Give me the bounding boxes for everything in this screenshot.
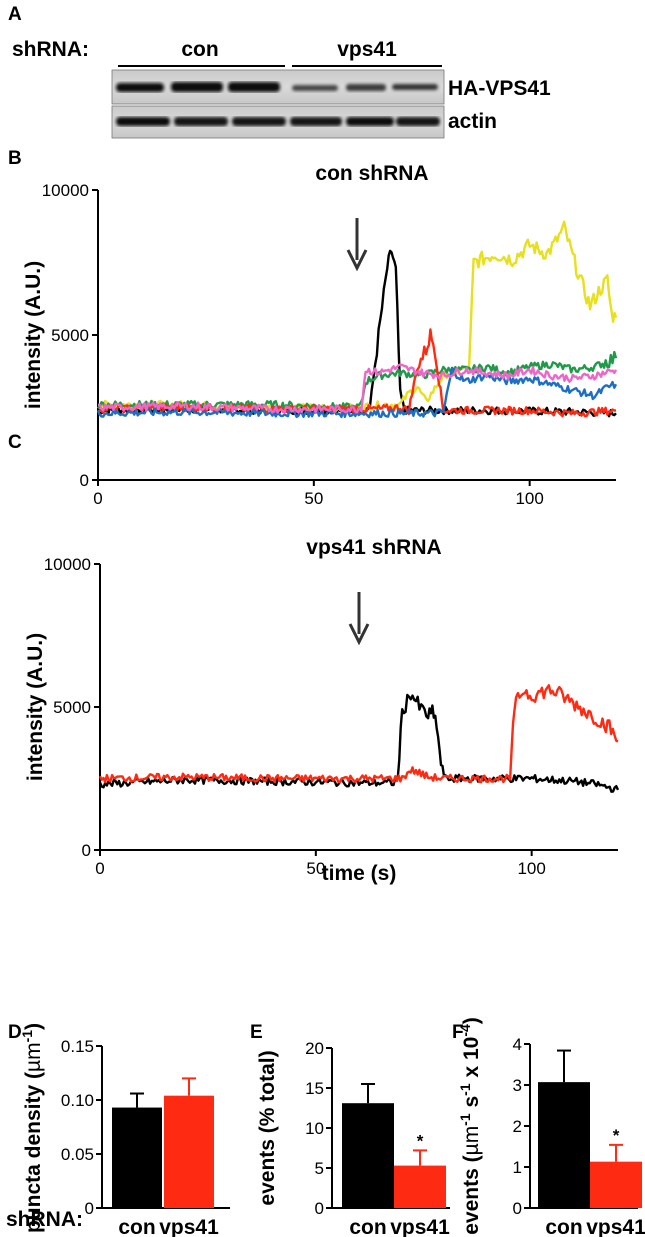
significance-mark: * <box>613 1126 620 1145</box>
category-label-con: con <box>349 1216 386 1237</box>
y-label-part: µm <box>460 1126 483 1156</box>
category-axis-prefix: shRNA: <box>6 1208 83 1231</box>
category-label-vps41: vps41 <box>586 1216 645 1237</box>
y-tick-label: 0.05 <box>61 1145 94 1164</box>
bar-con <box>112 1107 162 1208</box>
category-label-vps41: vps41 <box>390 1216 450 1237</box>
x-tick-label: 100 <box>517 859 545 878</box>
panel-b-letter: B <box>8 148 22 169</box>
bar-con <box>342 1103 394 1208</box>
x-axis-label: time (s) <box>322 862 397 885</box>
y-label-part: s <box>460 1096 483 1114</box>
y-tick-label: 20 <box>305 1039 324 1058</box>
y-label-part: events ( <box>460 1155 483 1234</box>
trace-series-5 <box>96 366 618 419</box>
y-tick-label: 0 <box>80 471 89 490</box>
blot-strip-ha-vps41 <box>111 69 445 105</box>
bar-vps41 <box>590 1161 642 1208</box>
y-label-superscript: -1 <box>19 1030 35 1043</box>
y-tick-label: 10 <box>305 1119 324 1138</box>
panel-e-letter: E <box>250 1022 263 1043</box>
y-axis-label: intensity (A.U.) <box>22 261 45 409</box>
y-tick-label: 10000 <box>44 555 91 574</box>
y-axis-label: events (% total) <box>256 1050 279 1205</box>
y-label-superscript: -4 <box>457 1024 473 1037</box>
y-tick-label: 0.10 <box>61 1091 94 1110</box>
chart-title: con shRNA <box>315 162 428 185</box>
y-tick-label: 0 <box>513 1199 522 1218</box>
y-tick-label: 0 <box>85 1199 94 1218</box>
x-tick-label: 50 <box>306 859 325 878</box>
y-tick-label: 0 <box>82 841 91 860</box>
x-tick-label: 50 <box>304 489 323 508</box>
chart-title: vps41 shRNA <box>306 536 441 559</box>
panel-f-letter: F <box>452 1022 464 1043</box>
stimulus-arrow-head <box>348 623 370 646</box>
panel-a-letter: A <box>8 4 22 25</box>
y-label-superscript: -1 <box>457 1083 473 1096</box>
x-tick-label: 0 <box>93 489 102 508</box>
bar-vps41 <box>394 1165 446 1208</box>
panel-a: A shRNA: con vps41 HA-VPS41 <box>8 4 551 139</box>
category-label-con: con <box>545 1216 582 1237</box>
y-tick-label: 15 <box>305 1079 324 1098</box>
y-tick-label: 4 <box>513 1035 522 1054</box>
y-label-part: µm <box>22 1042 45 1072</box>
category-label-con: con <box>118 1216 155 1237</box>
x-tick-label: 0 <box>95 859 104 878</box>
x-tick-label: 100 <box>515 489 543 508</box>
shrna-label: shRNA: <box>12 38 89 61</box>
bar-con <box>538 1082 590 1208</box>
trace-series-2 <box>98 684 619 784</box>
y-axis-label: intensity (A.U.) <box>24 633 47 781</box>
panel-e-chart: E 0 5 10 15 20 con * vps41 events (% total) <box>250 1022 450 1237</box>
panel-d-letter: D <box>8 1022 22 1043</box>
y-label-part: puncta density ( <box>22 1072 45 1233</box>
panel-c-letter: C <box>8 432 22 453</box>
y-tick-label: 0 <box>315 1199 324 1218</box>
y-tick-label: 1 <box>513 1158 522 1177</box>
panel-d-chart: D 0 0.05 0.10 0.15 con vps41 puncta density (µ… <box>6 1022 230 1237</box>
y-label-part: ) <box>460 1017 483 1024</box>
y-tick-label: 5 <box>315 1159 324 1178</box>
y-tick-label: 2 <box>513 1117 522 1136</box>
band-label-ha-vps41: HA-VPS41 <box>448 77 551 100</box>
bar-vps41 <box>164 1095 214 1208</box>
y-label-superscript: -1 <box>457 1113 473 1126</box>
trace-series-1 <box>98 693 620 793</box>
blot-strip-actin <box>111 105 445 139</box>
trace-series-1 <box>97 249 617 418</box>
y-tick-label: 10000 <box>42 181 89 200</box>
y-label-part: x 10 <box>460 1037 483 1084</box>
y-axis-label: events (µm-1 s-1 x 10-4) <box>457 1017 483 1235</box>
y-tick-label: 0.15 <box>61 1037 94 1056</box>
panel-b-chart: B 0 5000 10000 0 50 100 con shRNA intensity (A.… <box>8 148 618 508</box>
stimulus-arrow-head <box>346 249 368 272</box>
y-tick-label: 3 <box>513 1076 522 1095</box>
y-axis-label: puncta density (µm-1) <box>19 1023 45 1233</box>
group-con-label: con <box>181 38 218 61</box>
category-label-vps41: vps41 <box>159 1216 219 1237</box>
band-label-actin: actin <box>448 110 497 133</box>
y-label-part: ) <box>22 1023 45 1030</box>
y-tick-label: 5000 <box>51 326 89 345</box>
significance-mark: * <box>417 1131 424 1150</box>
group-vps41-label: vps41 <box>337 38 397 61</box>
trace-series-6 <box>97 363 618 414</box>
y-tick-label: 5000 <box>53 698 91 717</box>
